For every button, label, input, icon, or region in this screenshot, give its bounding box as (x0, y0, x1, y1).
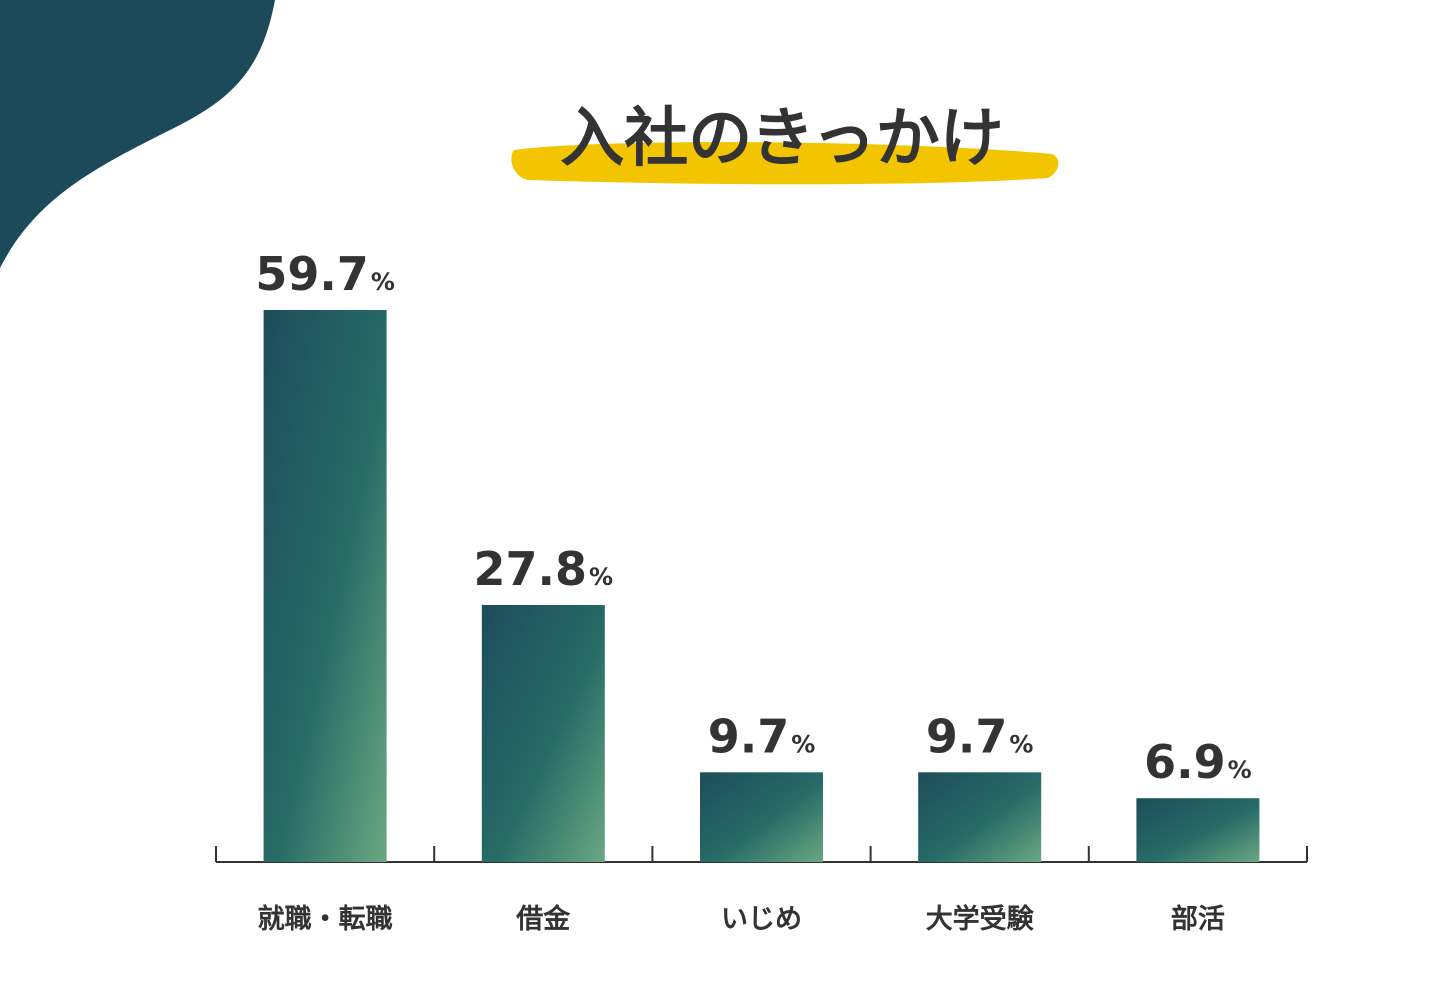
bars (263, 310, 1260, 862)
value-label-4: 9.7% (926, 709, 1034, 763)
decorative-corner-shape (0, 0, 275, 268)
x-axis-ticks (215, 846, 1308, 862)
category-label-4: 大学受験 (926, 903, 1035, 935)
bar-1 (263, 310, 387, 862)
category-label-5: 部活 (1171, 903, 1225, 935)
bar-5 (1136, 798, 1260, 862)
value-label-3: 9.7% (708, 709, 816, 763)
category-label-3: いじめ (721, 904, 802, 935)
category-labels: 就職・転職 借金 いじめ 大学受験 部活 (258, 903, 1225, 935)
value-label-5: 6.9% (1144, 735, 1252, 789)
bar-2 (481, 604, 605, 862)
category-label-1: 就職・転職 (258, 904, 393, 935)
bar-4 (918, 772, 1042, 862)
chart-title: 入社のきっかけ (560, 102, 1004, 176)
value-label-1: 59.7% (255, 247, 395, 301)
title-highlight-stroke (511, 142, 1059, 185)
value-labels: 59.7% 27.8% 9.7% 9.7% 6.9% (255, 247, 1251, 789)
value-label-2: 27.8% (474, 542, 614, 596)
category-label-2: 借金 (515, 903, 571, 935)
bar-3 (700, 772, 823, 862)
